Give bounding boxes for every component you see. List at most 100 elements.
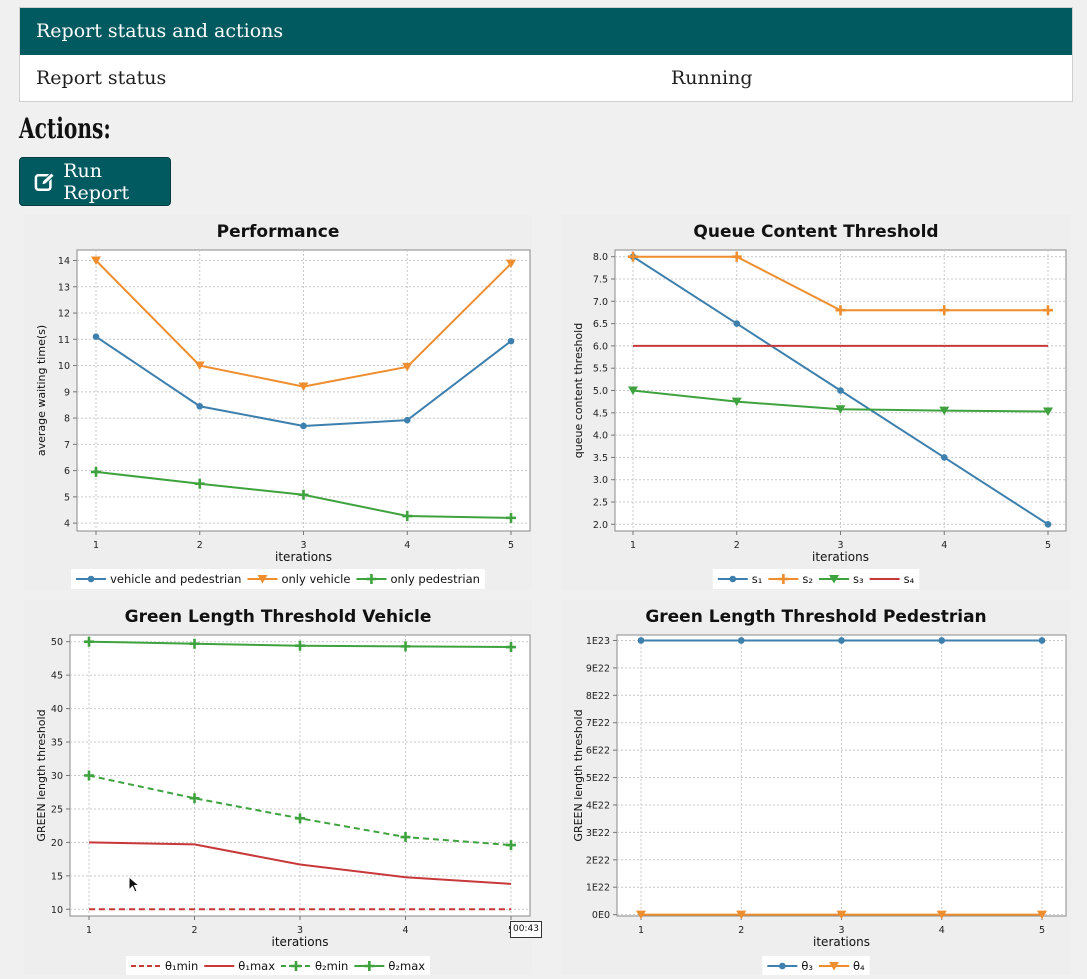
status-row: Report status Running	[20, 55, 1072, 102]
data-point	[189, 638, 200, 649]
data-point	[836, 910, 847, 920]
legend-item-only-pedestrian: only pedestrian	[356, 572, 480, 586]
data-point	[1044, 521, 1052, 528]
x-tick-label: 1	[638, 925, 644, 936]
legend-label: θ₁max	[238, 959, 275, 973]
x-tick-label: 5	[1039, 925, 1045, 936]
data-point	[507, 337, 515, 345]
x-tick-label: 3	[300, 540, 306, 551]
mouse-cursor-icon	[128, 876, 140, 893]
legend-marker	[87, 575, 95, 583]
x-tick-label: 2	[738, 925, 744, 936]
series-min	[84, 770, 516, 851]
y-tick-label: 1E22	[586, 883, 610, 894]
y-tick-label: 3E22	[586, 828, 610, 839]
legend-item-min: θ₁min	[130, 959, 198, 973]
data-point	[84, 636, 94, 647]
legend-marker	[829, 962, 839, 971]
series-max	[84, 636, 516, 653]
series-max	[88, 841, 512, 885]
y-tick-label: 5E22	[586, 773, 610, 784]
y-tick-label: 40	[51, 704, 63, 715]
legend-marker	[729, 575, 737, 583]
series-s	[628, 251, 1053, 316]
data-point	[637, 637, 645, 644]
y-tick-label: 20	[51, 838, 63, 849]
series-s	[637, 637, 1046, 644]
series-only-vehicle	[91, 256, 516, 392]
data-point	[837, 387, 844, 394]
legend-marker	[364, 961, 375, 971]
status-value: Running	[671, 67, 753, 89]
x-axis-label: iterations	[812, 550, 869, 564]
y-tick-label: 5	[64, 492, 70, 503]
data-point	[402, 511, 413, 522]
data-point	[628, 386, 638, 395]
data-point	[1037, 910, 1047, 920]
x-tick-label: 3	[297, 925, 303, 936]
data-point	[295, 813, 305, 824]
y-tick-label: 11	[58, 335, 70, 346]
chart-title: Green Length Threshold Vehicle	[125, 607, 432, 627]
legend-item-max: θ₂max	[354, 959, 425, 973]
data-point	[939, 305, 950, 316]
legend-box	[125, 956, 431, 975]
data-point	[835, 405, 846, 414]
y-tick-label: 4	[64, 519, 70, 530]
data-point	[939, 406, 950, 416]
chart-title: Green Length Threshold Pedestrian	[645, 607, 986, 627]
actions-title: Actions:	[19, 112, 111, 145]
video-timestamp: 00:43	[510, 921, 542, 938]
y-tick-label: 4.5	[593, 408, 608, 419]
data-point	[737, 637, 745, 644]
run-report-button[interactable]: Run Report	[19, 157, 171, 206]
y-tick-label: 3.0	[593, 475, 608, 486]
y-tick-label: 10	[51, 905, 63, 916]
data-point	[403, 416, 411, 424]
series-only-pedestrian	[91, 466, 516, 523]
chart-green-pedestrian: Green Length Threshold Pedestrian 0E0 1E22…	[561, 600, 1071, 975]
legend-marker	[257, 575, 268, 584]
series-vehicle-and-pedestrian	[92, 333, 515, 430]
data-point	[838, 637, 845, 644]
legend-label: s₁	[752, 572, 763, 586]
data-point	[1043, 407, 1053, 416]
y-tick-label: 6	[64, 466, 70, 477]
report-status-panel: Report status and actions Report status …	[19, 7, 1073, 102]
data-point	[731, 251, 742, 262]
y-tick-label: 2.5	[593, 498, 608, 509]
legend-label: θ₄	[853, 959, 865, 973]
legend-item-min: θ₂min	[281, 959, 348, 973]
legend-box	[71, 569, 485, 589]
chart-performance: Performance 4 5 6 7 8 9 10 11 12 13 14 1 2 3 4 5 iteratio…	[24, 215, 532, 590]
chart-green-vehicle: Green Length Threshold Vehicle 10 15 20 25 30…	[24, 600, 532, 975]
edit-icon	[34, 171, 55, 191]
y-axis-label: GREEN length threshold	[572, 709, 585, 841]
data-point	[506, 512, 516, 523]
legend-item-s: s₂	[768, 572, 813, 586]
data-point	[506, 259, 516, 269]
legend-label: θ₁min	[165, 959, 198, 973]
y-tick-label: 1E23	[586, 636, 610, 647]
y-tick-label: 12	[58, 309, 70, 320]
x-tick-label: 2	[191, 925, 197, 936]
legend-item-max: θ₁max	[204, 959, 275, 973]
y-tick-label: 9E22	[586, 663, 610, 674]
y-tick-label: 3.5	[593, 453, 608, 464]
legend-label: only pedestrian	[390, 572, 480, 586]
y-tick-label: 50	[51, 637, 63, 648]
data-point	[189, 793, 200, 804]
data-point	[506, 840, 516, 851]
y-tick-label: 4.0	[593, 431, 608, 442]
green-pedestrian-chart: Green Length Threshold Pedestrian 0E0 1E22…	[572, 607, 1067, 975]
data-point	[402, 362, 413, 372]
y-tick-label: 5.5	[593, 364, 608, 375]
y-tick-label: 7E22	[586, 718, 610, 729]
y-tick-label: 2.0	[593, 520, 608, 531]
data-point	[91, 466, 101, 477]
legend-marker	[779, 962, 786, 970]
y-tick-label: 15	[51, 871, 63, 882]
data-point	[194, 478, 205, 489]
data-point	[835, 305, 846, 316]
chart-queue-content: Queue Content Threshold 2.0 2.5 3.0 3.5 4.0 4.…	[561, 215, 1071, 590]
